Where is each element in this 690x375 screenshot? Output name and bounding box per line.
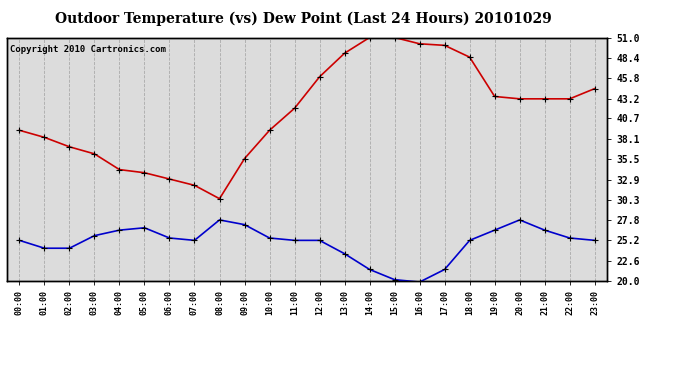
Text: Copyright 2010 Cartronics.com: Copyright 2010 Cartronics.com bbox=[10, 45, 166, 54]
Text: Outdoor Temperature (vs) Dew Point (Last 24 Hours) 20101029: Outdoor Temperature (vs) Dew Point (Last… bbox=[55, 11, 552, 26]
